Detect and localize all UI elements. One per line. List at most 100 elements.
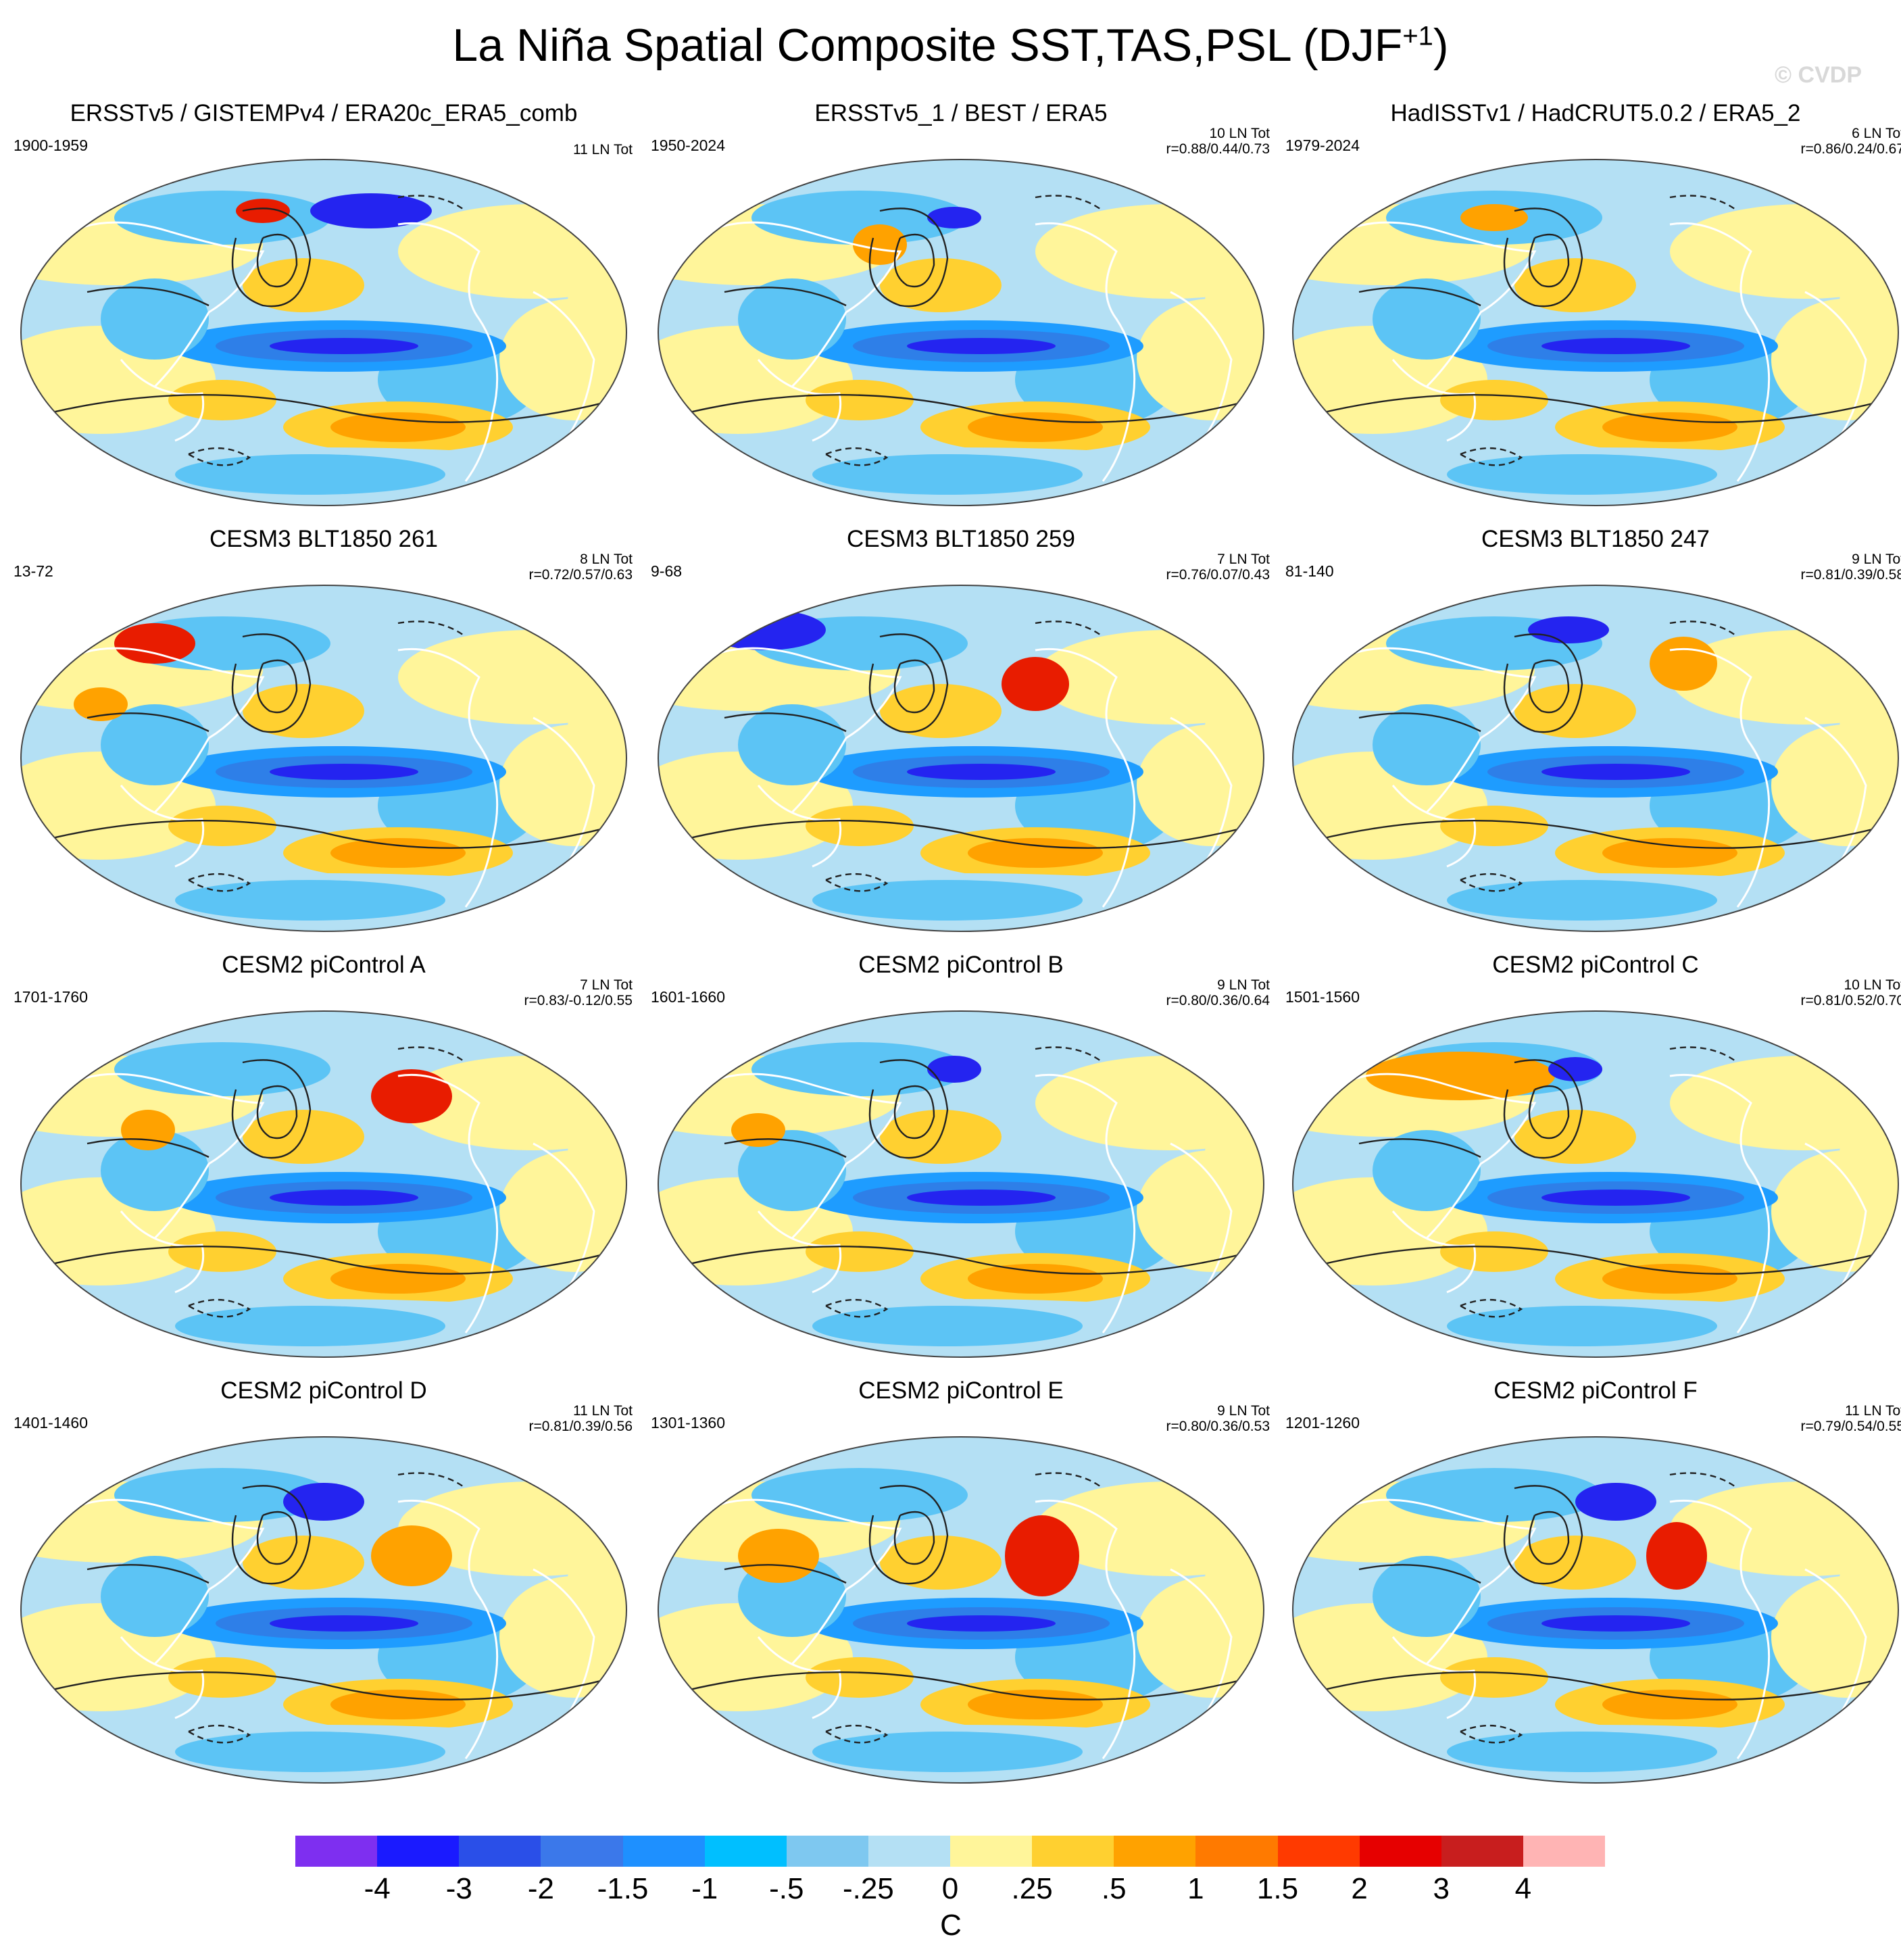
anomaly-region	[1460, 204, 1528, 231]
psl-contour	[256, 1511, 298, 1565]
coastline	[1170, 716, 1233, 874]
anomaly-region	[330, 412, 466, 442]
anomaly-region	[1548, 1057, 1602, 1081]
psl-contour	[397, 195, 466, 212]
psl-contour	[683, 820, 1252, 849]
anomaly-region	[121, 1110, 175, 1150]
anomaly-region	[907, 338, 1056, 354]
map-panel: CESM2 piControl C 1501-1560 10 LN Tot r=0.8…	[1280, 952, 1901, 1371]
coastline	[1170, 1142, 1233, 1300]
psl-contour	[1669, 620, 1738, 637]
anomaly-region	[270, 1615, 418, 1632]
psl-contour	[1035, 1472, 1104, 1489]
anomaly-region	[310, 193, 432, 228]
psl-contour	[1358, 712, 1481, 733]
event-count: 9 LN Tot	[1852, 552, 1901, 567]
psl-contour	[1460, 873, 1523, 892]
pattern-correlation: r=0.81/0.39/0.56	[528, 1419, 633, 1434]
robinson-map	[1292, 1436, 1899, 1784]
map-border	[20, 1436, 627, 1784]
colorbar-segment	[541, 1836, 623, 1867]
psl-contour	[188, 1299, 251, 1318]
colorbar-segment	[704, 1836, 787, 1867]
anomaly-region	[1440, 1231, 1548, 1272]
colorbar-segment	[868, 1836, 950, 1867]
psl-contour	[724, 287, 847, 307]
coastline	[1669, 1073, 1771, 1333]
anomaly-region	[1541, 338, 1690, 354]
panel-years: 1900-1959	[14, 137, 88, 154]
anomaly-region	[806, 1231, 914, 1272]
psl-contour	[1503, 207, 1583, 308]
coastline	[120, 1210, 205, 1294]
panel-years: 1950-2024	[651, 137, 725, 154]
anomaly-region	[1541, 1190, 1690, 1206]
psl-contour	[1503, 1059, 1583, 1159]
psl-contour	[46, 394, 615, 423]
psl-contour	[87, 287, 209, 307]
anomaly-region	[1602, 838, 1737, 868]
coastline	[1170, 1568, 1233, 1725]
main-title-close: )	[1433, 20, 1449, 71]
anomaly-region	[1373, 1130, 1481, 1211]
coastline	[1035, 1499, 1136, 1759]
panel-count: 10 LN Tot r=0.88/0.44/0.73	[1166, 126, 1270, 157]
panel-count: 10 LN Tot r=0.81/0.52/0.70	[1800, 977, 1901, 1008]
colorbar-tick-label: 2	[1351, 1872, 1368, 1905]
psl-contour	[1035, 620, 1104, 637]
map-border	[658, 1436, 1264, 1784]
panel-title: CESM2 piControl C	[1492, 952, 1699, 978]
map-border	[20, 159, 627, 506]
anomaly-region	[1602, 412, 1737, 442]
colorbar-tick-label: .5	[1101, 1872, 1127, 1905]
psl-contour	[893, 1085, 935, 1140]
map-panel: ERSSTv5_1 / BEST / ERA5 1950-2024 10 LN To…	[645, 100, 1277, 519]
robinson-map	[658, 585, 1264, 932]
colorbar-tick-label: -1.5	[597, 1872, 649, 1905]
coastline	[757, 1210, 842, 1294]
colorbar-segment	[786, 1836, 868, 1867]
coastline	[1804, 716, 1867, 874]
event-count: 7 LN Tot	[580, 977, 633, 993]
anomaly-region	[1646, 1522, 1707, 1590]
psl-contour	[1460, 447, 1523, 466]
anomaly-region	[738, 1130, 846, 1211]
event-count: 8 LN Tot	[580, 552, 633, 567]
pattern-correlation: r=0.86/0.24/0.67	[1800, 141, 1901, 157]
panel-count: 9 LN Tot r=0.80/0.36/0.64	[1166, 977, 1270, 1008]
main-title: La Niña Spatial Composite SST,TAS,PSL (D…	[0, 19, 1901, 72]
panel-count: 7 LN Tot r=0.83/-0.12/0.55	[524, 977, 633, 1008]
psl-contour	[724, 1138, 847, 1158]
psl-contour	[188, 1725, 251, 1744]
anomaly-region	[1373, 1556, 1481, 1637]
colorbar-tick-label: -.25	[842, 1872, 894, 1905]
pattern-correlation: r=0.79/0.54/0.55	[1800, 1419, 1901, 1434]
coastline	[120, 359, 205, 442]
psl-contour	[231, 1059, 312, 1159]
anomaly-region	[1650, 637, 1717, 691]
psl-contour	[397, 1046, 466, 1063]
anomaly-region	[270, 338, 418, 354]
panel-years: 1701-1760	[14, 988, 88, 1006]
colorbar-tick-label: -3	[445, 1872, 472, 1905]
coastline	[1035, 647, 1136, 908]
colorbar-segment	[950, 1836, 1033, 1867]
colorbar-tick-labels: -4 -3 -2 -1.5 -1 -.5 -.25 0 .25 .5 1 1.5 2 3 4	[295, 1872, 1605, 1913]
coastline	[120, 1636, 205, 1719]
psl-contour	[397, 1472, 466, 1489]
panel-title: CESM3 BLT1850 261	[209, 526, 438, 552]
psl-contour	[724, 1564, 847, 1584]
psl-contour	[683, 1671, 1252, 1700]
coastline	[397, 1499, 499, 1759]
colorbar-segment	[377, 1836, 460, 1867]
coastline	[1391, 785, 1477, 868]
anomaly-region	[927, 207, 981, 228]
colorbar-tick-label: -1	[691, 1872, 718, 1905]
psl-contour	[893, 1511, 935, 1565]
coastline	[533, 1568, 595, 1725]
anomaly-region	[1373, 704, 1481, 785]
anomaly-region	[1447, 880, 1717, 921]
anomaly-region	[175, 880, 445, 921]
pattern-correlation: r=0.88/0.44/0.73	[1166, 141, 1270, 157]
colorbar-segment	[1114, 1836, 1196, 1867]
